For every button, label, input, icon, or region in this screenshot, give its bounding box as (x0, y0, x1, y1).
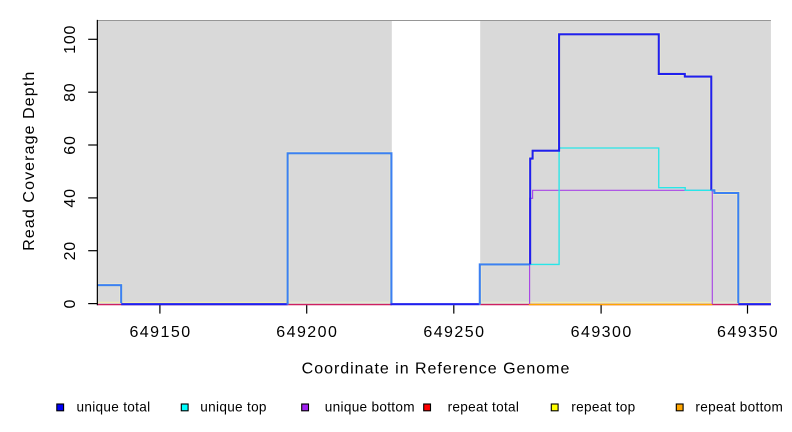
svg-text:repeat top: repeat top (571, 400, 635, 415)
svg-text:unique top: unique top (200, 400, 266, 415)
svg-text:20: 20 (62, 241, 79, 260)
svg-text:649150: 649150 (129, 324, 191, 341)
svg-text:repeat total: repeat total (448, 400, 520, 415)
svg-text:repeat bottom: repeat bottom (695, 400, 783, 415)
svg-text:unique total: unique total (77, 400, 151, 415)
svg-text:40: 40 (62, 188, 79, 207)
svg-text:0: 0 (62, 299, 79, 309)
svg-text:100: 100 (62, 25, 79, 54)
svg-text:649250: 649250 (423, 324, 485, 341)
svg-text:80: 80 (62, 82, 79, 101)
svg-text:649350: 649350 (717, 324, 779, 341)
svg-text:Coordinate in Reference Genome: Coordinate in Reference Genome (302, 361, 571, 378)
svg-text:649200: 649200 (276, 324, 338, 341)
svg-text:Read Coverage Depth: Read Coverage Depth (21, 71, 38, 251)
svg-text:60: 60 (62, 135, 79, 154)
svg-text:unique bottom: unique bottom (325, 400, 415, 415)
svg-text:649300: 649300 (571, 324, 633, 341)
